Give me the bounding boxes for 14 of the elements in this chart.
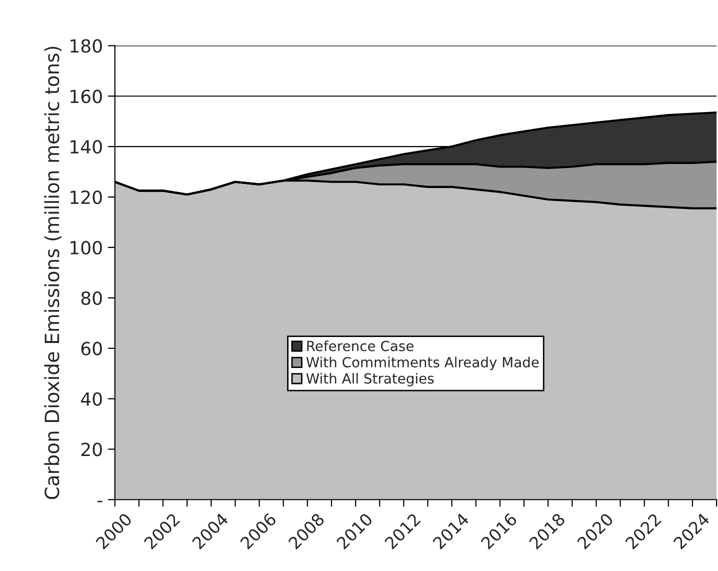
legend-label: With All Strategies (306, 372, 434, 386)
y-tick-label: 80 (81, 291, 102, 305)
legend-label: With Commitments Already Made (306, 356, 539, 370)
y-tick-label: 120 (70, 190, 102, 204)
y-tick-label: 160 (70, 90, 102, 104)
legend-label: Reference Case (307, 340, 414, 352)
y-tick-label: 140 (70, 140, 102, 154)
y-tick-label: 100 (70, 240, 102, 255)
y-tick-label: 180 (70, 39, 102, 53)
y-tick-label: 40 (80, 392, 102, 406)
y-tick-label: 20 (81, 442, 102, 456)
y-tick-label: 60 (81, 342, 102, 356)
y-tick-label: - (97, 500, 102, 502)
y-axis-title: Carbon Dioxide Emissions (million metric tons) (44, 46, 62, 500)
